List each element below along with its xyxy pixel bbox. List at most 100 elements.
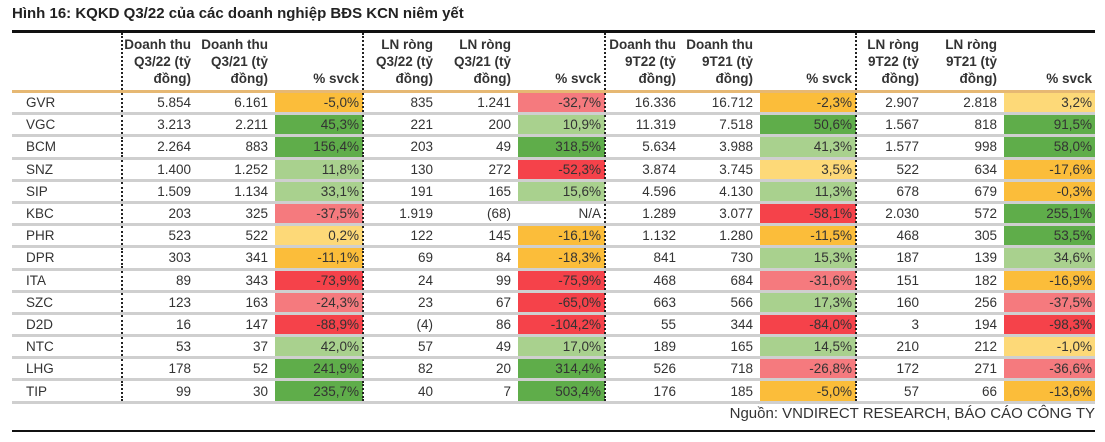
company-ticker: KBC bbox=[12, 202, 123, 227]
yoy-change-cell: 0,2% bbox=[275, 224, 364, 249]
value-cell: 883 bbox=[198, 135, 275, 160]
company-ticker: PHR bbox=[12, 224, 123, 249]
value-cell: 3 bbox=[856, 313, 926, 338]
yoy-change-cell: -88,9% bbox=[275, 313, 364, 338]
value-cell: 526 bbox=[605, 357, 683, 382]
value-cell: 818 bbox=[926, 113, 1004, 138]
yoy-change-cell: 156,4% bbox=[275, 135, 364, 160]
value-cell: 679 bbox=[926, 180, 1004, 204]
value-cell: 272 bbox=[440, 158, 518, 182]
figure-title: Hình 16: KQKD Q3/22 của các doanh nghiệp… bbox=[12, 5, 464, 22]
value-cell: 84 bbox=[440, 246, 518, 271]
yoy-change-cell: 17,3% bbox=[760, 291, 857, 315]
value-cell: 2.030 bbox=[856, 202, 926, 227]
column-header: % svck bbox=[760, 33, 857, 93]
yoy-change-cell: -13,6% bbox=[1004, 379, 1095, 404]
value-cell: 185 bbox=[683, 379, 760, 404]
value-cell: 82 bbox=[363, 357, 440, 382]
table-row: BCM 2.264 883 156,4% 203 49 318,5% 5.634 3.988 41… bbox=[12, 135, 1095, 160]
yoy-change-cell: 14,5% bbox=[760, 335, 857, 360]
value-cell: 522 bbox=[856, 158, 926, 182]
bottom-rule bbox=[12, 430, 1095, 432]
column-header: LN ròng 9T22 (tỷ đồng) bbox=[856, 33, 926, 93]
column-header: % svck bbox=[275, 33, 364, 93]
yoy-change-cell: 11,8% bbox=[275, 158, 364, 182]
yoy-change-cell: 241,9% bbox=[275, 357, 364, 382]
company-ticker: SIP bbox=[12, 180, 123, 204]
table-row: ITA 89 343 -73,9% 24 99 -75,9% 468 684 -31,6% 151 1… bbox=[12, 269, 1095, 293]
value-cell: 1.252 bbox=[198, 158, 275, 182]
value-cell: 130 bbox=[363, 158, 440, 182]
value-cell: 468 bbox=[605, 269, 683, 293]
value-cell: 1.280 bbox=[683, 224, 760, 249]
value-cell: 57 bbox=[856, 379, 926, 404]
value-cell: 55 bbox=[605, 313, 683, 338]
value-cell: 1.400 bbox=[122, 158, 198, 182]
value-cell: 189 bbox=[605, 335, 683, 360]
value-cell: 303 bbox=[122, 246, 198, 271]
yoy-change-cell: 33,1% bbox=[275, 180, 364, 204]
yoy-change-cell: -16,1% bbox=[518, 224, 606, 249]
company-ticker: ITA bbox=[12, 269, 123, 293]
yoy-change-cell: 11,3% bbox=[760, 180, 857, 204]
yoy-change-cell: -36,6% bbox=[1004, 357, 1095, 382]
company-ticker: D2D bbox=[12, 313, 123, 338]
value-cell: 40 bbox=[363, 379, 440, 404]
value-cell: 191 bbox=[363, 180, 440, 204]
value-cell: 1.289 bbox=[605, 202, 683, 227]
value-cell: 221 bbox=[363, 113, 440, 138]
value-cell: 194 bbox=[926, 313, 1004, 338]
value-cell: 730 bbox=[683, 246, 760, 271]
value-cell: 86 bbox=[440, 313, 518, 338]
yoy-change-cell: -98,3% bbox=[1004, 313, 1095, 338]
yoy-change-cell: -75,9% bbox=[518, 269, 606, 293]
value-cell: 203 bbox=[122, 202, 198, 227]
value-cell: 69 bbox=[363, 246, 440, 271]
value-cell: 57 bbox=[363, 335, 440, 360]
value-cell: 66 bbox=[926, 379, 1004, 404]
column-header: LN ròng 9T21 (tỷ đồng) bbox=[926, 33, 1004, 93]
results-table: Doanh thu Q3/22 (tỷ đồng) Doanh thu Q3/21… bbox=[12, 33, 1095, 404]
value-cell: 2.211 bbox=[198, 113, 275, 138]
value-cell: 122 bbox=[363, 224, 440, 249]
yoy-change-cell: 17,0% bbox=[518, 335, 606, 360]
column-header: Doanh thu 9T22 (tỷ đồng) bbox=[605, 33, 683, 93]
value-cell: 663 bbox=[605, 291, 683, 315]
value-cell: 16 bbox=[122, 313, 198, 338]
yoy-change-cell: N/A bbox=[518, 202, 606, 227]
company-ticker: VGC bbox=[12, 113, 123, 138]
yoy-change-cell: -58,1% bbox=[760, 202, 857, 227]
value-cell: 23 bbox=[363, 291, 440, 315]
yoy-change-cell: 255,1% bbox=[1004, 202, 1095, 227]
yoy-change-cell: -26,8% bbox=[760, 357, 857, 382]
value-cell: 160 bbox=[856, 291, 926, 315]
company-ticker: SNZ bbox=[12, 158, 123, 182]
column-header bbox=[12, 33, 123, 93]
value-cell: 305 bbox=[926, 224, 1004, 249]
yoy-change-cell: 235,7% bbox=[275, 379, 364, 404]
value-cell: 835 bbox=[363, 91, 440, 116]
value-cell: 2.907 bbox=[856, 91, 926, 116]
table-row: KBC 203 325 -37,5% 1.919 (68) N/A 1.289 3.077 -58… bbox=[12, 202, 1095, 227]
yoy-change-cell: 91,5% bbox=[1004, 113, 1095, 138]
yoy-change-cell: -5,0% bbox=[275, 91, 364, 116]
column-header: LN ròng Q3/22 (tỷ đồng) bbox=[363, 33, 440, 93]
yoy-change-cell: 314,4% bbox=[518, 357, 606, 382]
yoy-change-cell: -104,2% bbox=[518, 313, 606, 338]
yoy-change-cell: -17,6% bbox=[1004, 158, 1095, 182]
yoy-change-cell: -0,3% bbox=[1004, 180, 1095, 204]
value-cell: 99 bbox=[440, 269, 518, 293]
value-cell: 3.077 bbox=[683, 202, 760, 227]
value-cell: 6.161 bbox=[198, 91, 275, 116]
value-cell: 200 bbox=[440, 113, 518, 138]
table-row: DPR 303 341 -11,1% 69 84 -18,3% 841 730 15,3% 187 1… bbox=[12, 246, 1095, 271]
value-cell: 210 bbox=[856, 335, 926, 360]
value-cell: 7 bbox=[440, 379, 518, 404]
value-cell: 1.509 bbox=[122, 180, 198, 204]
column-header: % svck bbox=[518, 33, 606, 93]
value-cell: 256 bbox=[926, 291, 1004, 315]
value-cell: 5.854 bbox=[122, 91, 198, 116]
value-cell: 99 bbox=[122, 379, 198, 404]
company-ticker: BCM bbox=[12, 135, 123, 160]
yoy-change-cell: 15,6% bbox=[518, 180, 606, 204]
